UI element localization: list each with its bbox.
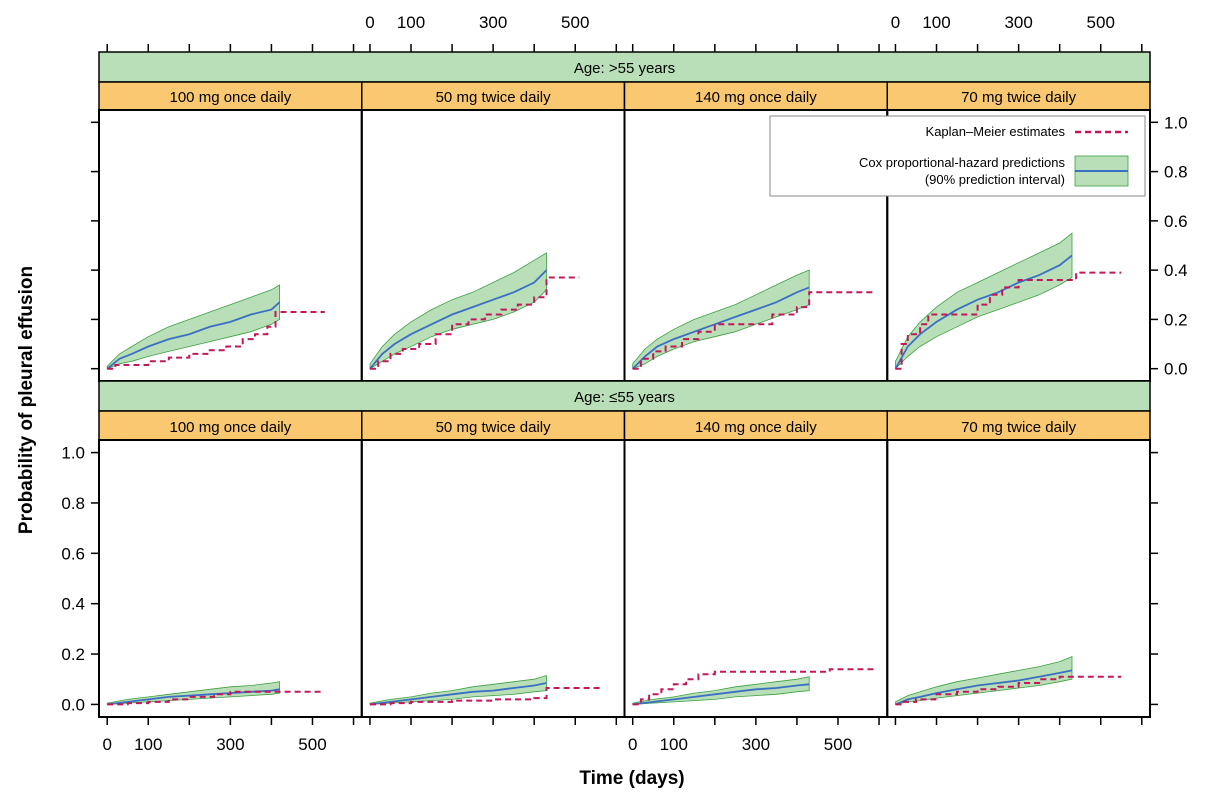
x-tick-label-bottom: 500	[824, 735, 852, 754]
dose-strip	[623, 81, 888, 111]
y-tick-label-right: 0.2	[1164, 310, 1188, 329]
legend-cox-label-2: (90% prediction interval)	[925, 172, 1065, 187]
y-axis-title: Probability of pleural effusion	[16, 266, 37, 534]
x-tick-label-bottom: 500	[298, 735, 326, 754]
dose-strip-label: 140 mg once daily	[695, 419, 817, 436]
kaplan-meier-line	[370, 276, 580, 370]
dose-strip	[886, 410, 1151, 441]
dose-strip-label: 70 mg twice daily	[961, 419, 1077, 436]
panel-frame	[98, 109, 363, 382]
x-tick-label-bottom: 0	[628, 735, 637, 754]
y-tick-label-left: 0.8	[61, 494, 85, 513]
x-tick-label-top: 100	[922, 13, 950, 32]
x-tick-label-top: 300	[1004, 13, 1032, 32]
dose-strip	[98, 81, 363, 111]
y-tick-label-left: 1.0	[61, 444, 85, 463]
dose-strip-label: 50 mg twice daily	[436, 419, 552, 436]
age-strip	[98, 380, 1151, 412]
x-tick-label-bottom: 100	[660, 735, 688, 754]
dose-strip	[98, 410, 363, 441]
cox-prediction-line	[369, 682, 547, 706]
cox-prediction-band	[106, 284, 280, 370]
kaplan-meier-line	[632, 668, 875, 706]
dose-strip-label: 100 mg once daily	[170, 89, 292, 106]
y-tick-label-left: 0.6	[61, 544, 85, 563]
cox-prediction-band	[632, 269, 810, 370]
kaplan-meier-line	[895, 675, 1122, 706]
panel-frame	[623, 439, 889, 718]
y-tick-label-right: 1.0	[1164, 113, 1188, 132]
dose-strip	[623, 410, 888, 441]
x-tick-label-top: 0	[365, 13, 374, 32]
y-tick-label-right: 0.4	[1164, 261, 1188, 280]
kaplan-meier-line	[632, 291, 875, 370]
cox-prediction-line	[894, 254, 1073, 370]
cox-prediction-line	[369, 269, 548, 370]
dose-strip-label: 100 mg once daily	[170, 419, 292, 436]
kaplan-meier-line	[370, 687, 600, 706]
age-strip-label: Age: >55 years	[574, 60, 675, 77]
cox-prediction-line	[632, 286, 810, 370]
age-strip	[98, 51, 1151, 83]
age-strip-label: Age: ≤55 years	[574, 389, 675, 406]
kaplan-meier-line	[895, 271, 1122, 370]
x-tick-label-top: 300	[479, 13, 507, 32]
y-tick-label-left: 0.0	[61, 695, 85, 714]
x-tick-label-top: 500	[1087, 13, 1115, 32]
x-tick-label-bottom: 0	[102, 735, 111, 754]
cox-prediction-band	[369, 252, 547, 370]
cox-prediction-band	[632, 676, 810, 705]
x-tick-label-top: 0	[891, 13, 900, 32]
legend-km-label: Kaplan–Meier estimates	[926, 124, 1066, 139]
y-tick-label-left: 0.2	[61, 645, 85, 664]
cox-prediction-line	[895, 669, 1073, 706]
dose-strip-label: 70 mg twice daily	[961, 89, 1077, 106]
cox-prediction-band	[895, 232, 1073, 370]
legend-cox-label: Cox proportional-hazard predictions	[859, 155, 1065, 170]
y-tick-label-left: 0.4	[61, 595, 85, 614]
panel-frame	[98, 439, 363, 718]
dose-strip-label: 140 mg once daily	[695, 89, 817, 106]
y-tick-label-right: 0.8	[1164, 163, 1188, 182]
kaplan-meier-line	[107, 690, 321, 706]
x-tick-label-bottom: 300	[742, 735, 770, 754]
legend: Kaplan–Meier estimates Cox proportional-h…	[769, 115, 1146, 197]
y-tick-label-right: 0.0	[1164, 360, 1188, 379]
x-tick-label-top: 500	[561, 13, 589, 32]
x-tick-label-bottom: 100	[134, 735, 162, 754]
x-axis-title: Time (days)	[579, 768, 684, 789]
x-tick-label-top: 100	[397, 13, 425, 32]
cox-prediction-line	[106, 301, 281, 370]
x-tick-label-bottom: 300	[216, 735, 244, 754]
cox-prediction-line	[107, 688, 280, 706]
dose-strip-label: 50 mg twice daily	[436, 89, 552, 106]
y-tick-label-right: 0.6	[1164, 212, 1188, 231]
cox-prediction-line	[632, 683, 810, 706]
panel-frame	[360, 439, 626, 718]
